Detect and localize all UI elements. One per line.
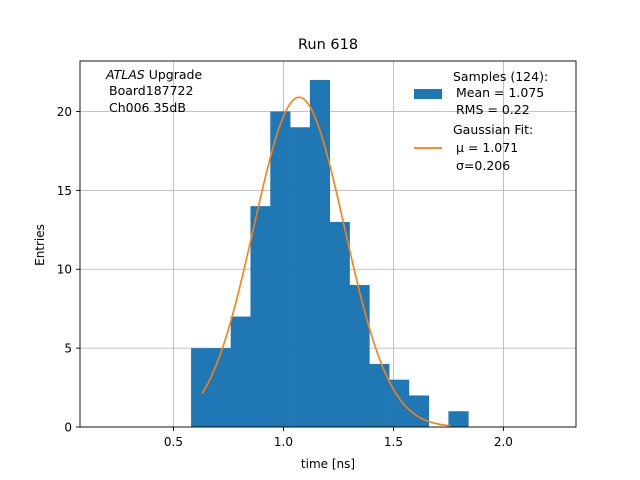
histogram-bar	[349, 285, 370, 427]
histogram-bar	[329, 221, 350, 427]
experiment-name: ATLAS	[105, 67, 145, 82]
x-tick-label: 0.5	[164, 435, 183, 449]
y-tick-label: 10	[57, 263, 72, 277]
legend: Samples (124): Mean = 1.075 RMS = 0.22 G…	[414, 69, 548, 173]
board-annotation: Board187722	[109, 83, 193, 98]
histogram-bar	[250, 206, 271, 427]
legend-fit-label: Gaussian Fit:	[453, 122, 533, 137]
legend-samples-label: Samples (124):	[453, 69, 548, 84]
histogram-bar	[369, 363, 390, 427]
histogram-bar	[448, 411, 469, 427]
chart-title: Run 618	[298, 37, 358, 53]
histogram-bar	[270, 111, 291, 427]
histogram-bar	[191, 348, 212, 427]
channel-annotation: Ch006 35dB	[109, 100, 186, 115]
y-tick-label: 20	[57, 105, 72, 119]
legend-samples-patch	[414, 89, 442, 99]
x-tick-label: 2.0	[494, 435, 513, 449]
plot-frame	[79, 60, 577, 428]
histogram-bar	[210, 348, 232, 427]
legend-mean-label: Mean = 1.075	[456, 85, 544, 100]
y-tick-label: 0	[64, 421, 72, 435]
legend-mu-label: μ = 1.071	[456, 140, 518, 155]
experiment-suffix: Upgrade	[145, 67, 203, 82]
legend-rms-label: RMS = 0.22	[456, 102, 530, 117]
histogram-bar	[309, 79, 331, 428]
x-tick-label: 1.0	[274, 435, 293, 449]
legend-sigma-label: σ=0.206	[456, 158, 510, 173]
y-axis-ticks: 0 5 10 15 20	[57, 105, 80, 435]
y-tick-label: 5	[64, 342, 72, 356]
histogram-bar	[290, 127, 311, 428]
gaussian-fit-curve	[201, 96, 451, 427]
y-axis-label: Entries	[33, 224, 47, 266]
experiment-annotation: ATLAS Upgrade	[105, 67, 202, 82]
x-axis-ticks: 0.5 1.0 1.5 2.0	[164, 427, 513, 449]
histogram-bar	[230, 316, 251, 427]
y-tick-label: 15	[57, 184, 72, 198]
x-tick-label: 1.5	[384, 435, 403, 449]
x-axis-label: time [ns]	[301, 457, 355, 471]
histogram-bars	[191, 79, 469, 428]
